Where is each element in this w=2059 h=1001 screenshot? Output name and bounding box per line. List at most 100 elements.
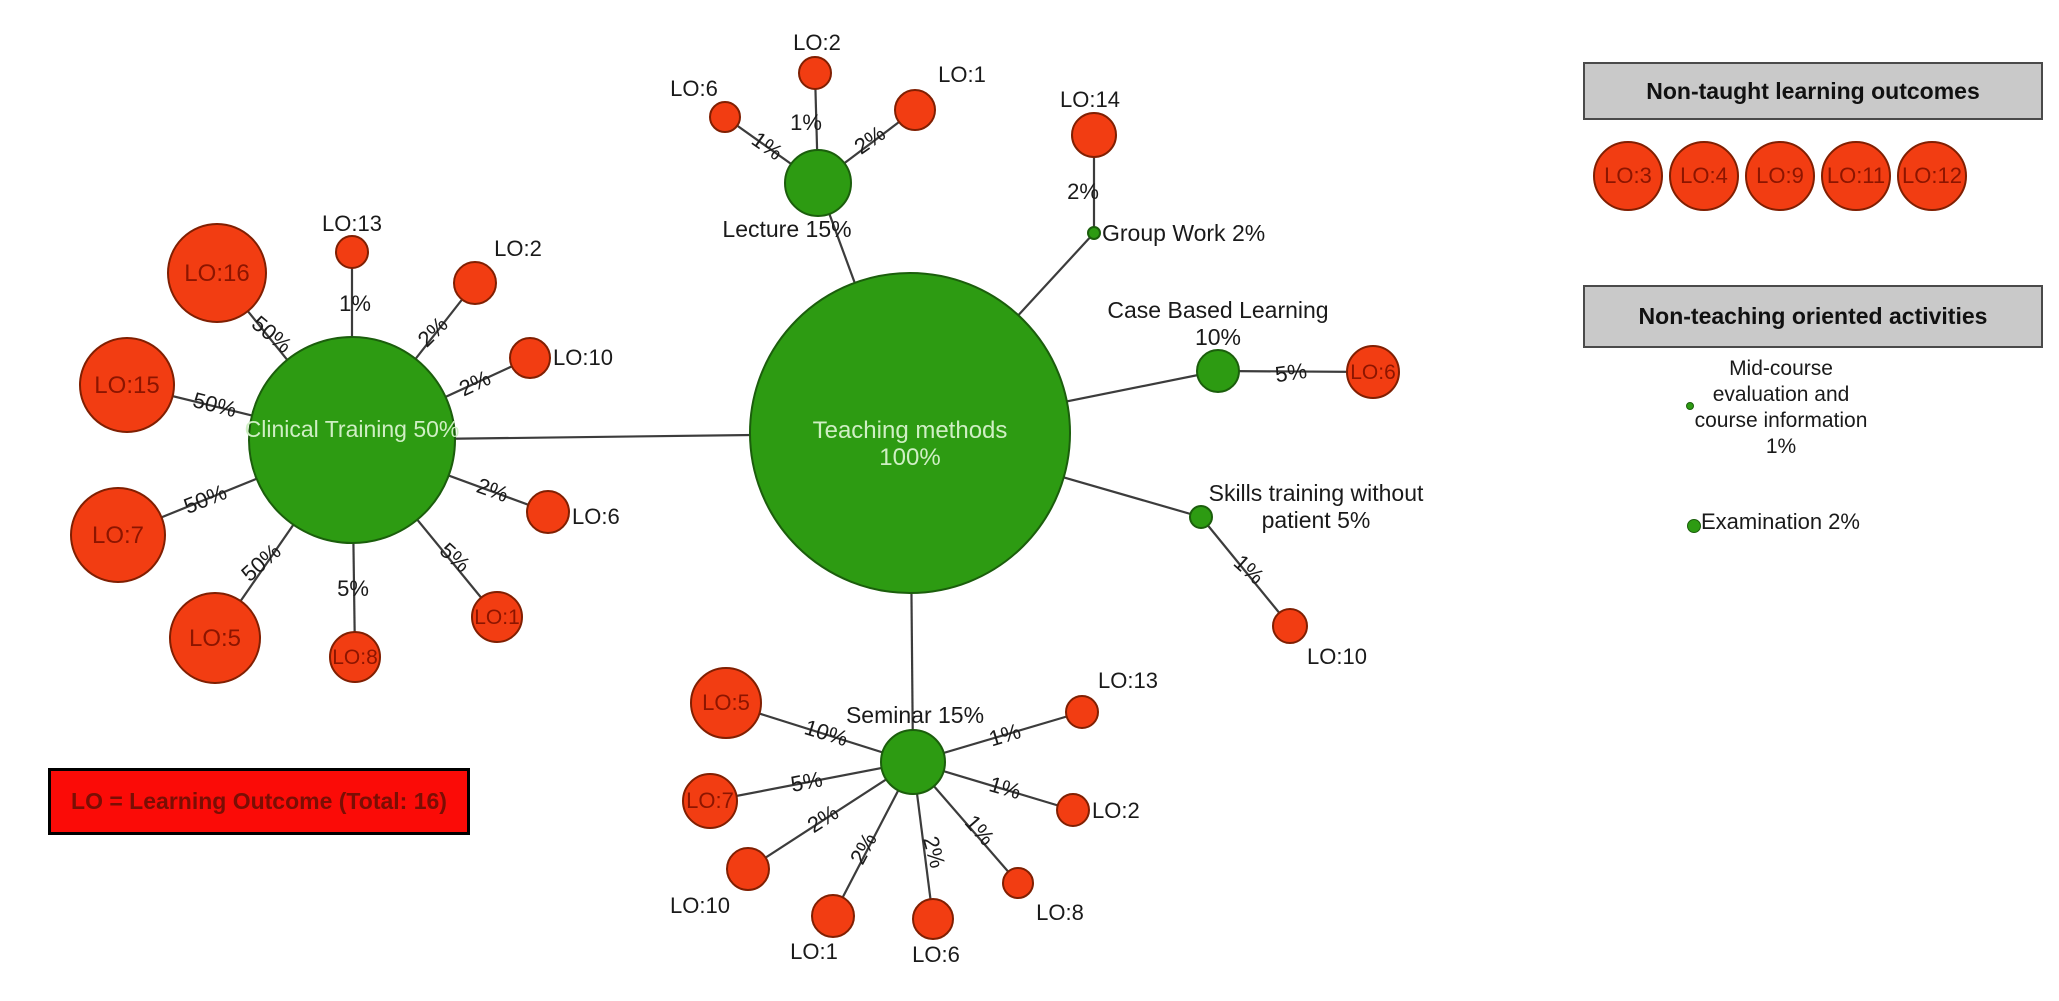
mid-course-label-line: Mid-course <box>1729 357 1833 380</box>
node-label-skills-lo10: LO:10 <box>1307 644 1367 669</box>
node-cl-lo2 <box>453 261 497 305</box>
edge-label-clinical-cl-lo10: 2% <box>455 365 494 401</box>
edge-label-cbl-cbl-lo6: 5% <box>1273 358 1308 387</box>
edge-label-seminar-sem-lo7: 5% <box>789 766 825 797</box>
node-sem-lo6 <box>912 898 954 940</box>
node-cl-lo6 <box>526 490 570 534</box>
node-cl-lo1 <box>471 591 523 643</box>
node-sem-lo8 <box>1002 867 1034 899</box>
node-lec-lo2 <box>798 56 832 90</box>
examination-label: Examination 2% <box>1701 509 1860 534</box>
key-box-text: LO = Learning Outcome (Total: 16) <box>71 788 447 814</box>
non-taught-circle-lo3: LO:3 <box>1593 141 1663 211</box>
edge-label-clinical-cl-lo1: 5% <box>435 537 475 577</box>
node-cbl-lo6 <box>1346 345 1400 399</box>
node-label-cl-lo2: LO:2 <box>494 236 542 261</box>
non-taught-legend-title: Non-taught learning outcomes <box>1583 62 2043 120</box>
node-cl-lo15 <box>79 337 175 433</box>
edge-label-groupwork-gw-lo14: 2% <box>1067 179 1099 204</box>
node-label-cl-lo5: LO:5 <box>189 625 241 652</box>
node-label-skills-line1: Skills training without <box>1209 480 1424 506</box>
node-label-sem-lo6: LO:6 <box>912 942 960 967</box>
node-cbl <box>1196 349 1240 393</box>
edge-label-clinical-cl-lo15: 50% <box>190 387 239 422</box>
key-box: LO = Learning Outcome (Total: 16) <box>48 768 470 835</box>
edge-skills-skills-lo10 <box>1200 516 1291 627</box>
node-sem-lo10 <box>726 847 770 891</box>
examination-dot-icon <box>1687 519 1701 533</box>
edge-label-skills-skills-lo10: 1% <box>1229 549 1269 589</box>
node-label-sem-lo7: LO:7 <box>686 788 734 813</box>
node-lecture <box>784 149 852 217</box>
node-label-lec-lo1: LO:1 <box>938 62 986 87</box>
node-label-sem-lo1: LO:1 <box>790 939 838 964</box>
node-skills <box>1189 505 1213 529</box>
non-taught-circle-lo9: LO:9 <box>1745 141 1815 211</box>
node-cl-lo10 <box>509 337 551 379</box>
node-sem-lo2 <box>1056 793 1090 827</box>
node-label-teaching-line2: 100% <box>879 444 940 471</box>
non-taught-circles: LO:3 LO:4 LO:9 LO:11 LO:12 <box>1593 141 1967 211</box>
non-taught-circle-lo4: LO:4 <box>1669 141 1739 211</box>
mid-course-label-line: evaluation and <box>1712 383 1850 406</box>
node-label-cl-lo16: LO:16 <box>184 260 249 287</box>
node-sem-lo1 <box>811 894 855 938</box>
node-sem-lo5 <box>690 667 762 739</box>
mid-course-dot-icon <box>1686 402 1694 410</box>
edge-label-lecture-lec-lo2: 1% <box>790 110 822 135</box>
node-label-cl-lo13: LO:13 <box>322 211 382 236</box>
edge-label-seminar-sem-lo6: 2% <box>918 833 950 870</box>
node-label-skills-line2: patient 5% <box>1262 507 1371 533</box>
node-label-cbl-line1: Case Based Learning <box>1107 297 1328 323</box>
node-clinical <box>248 336 456 544</box>
node-label-sem-lo2: LO:2 <box>1092 798 1140 823</box>
edge-label-lecture-lec-lo6: 1% <box>747 126 787 165</box>
node-cl-lo16 <box>167 223 267 323</box>
node-cl-lo13 <box>335 235 369 269</box>
non-taught-circle-lo11: LO:11 <box>1821 141 1891 211</box>
node-label-lecture: Lecture 15% <box>722 216 851 242</box>
node-label-clinical: Clinical Training 50% <box>245 416 460 442</box>
mid-course-label-line: course information <box>1694 409 1868 432</box>
node-teaching <box>749 272 1071 594</box>
non-teaching-legend-title: Non-teaching oriented activities <box>1583 285 2043 348</box>
node-gw-lo14 <box>1071 112 1117 158</box>
node-label-cl-lo10: LO:10 <box>553 345 613 370</box>
edge-label-clinical-cl-lo13: 1% <box>339 291 371 316</box>
node-sem-lo13 <box>1065 695 1099 729</box>
node-cl-lo8 <box>329 631 381 683</box>
node-cl-lo5 <box>169 592 261 684</box>
node-sem-lo7 <box>682 773 738 829</box>
non-taught-circle-lo12: LO:12 <box>1897 141 1967 211</box>
edge-label-clinical-cl-lo7: 50% <box>180 479 230 519</box>
node-label-cbl-line2: 10% <box>1195 324 1241 350</box>
edge-label-seminar-sem-lo10: 2% <box>803 800 843 838</box>
edge-label-seminar-sem-lo8: 1% <box>960 810 1000 850</box>
edge-label-seminar-sem-lo5: 10% <box>801 714 850 751</box>
node-label-cl-lo8: LO:8 <box>332 646 378 669</box>
mid-course-label-line: 1% <box>1765 435 1797 458</box>
node-label-sem-lo10: LO:10 <box>670 893 730 918</box>
node-label-cbl-lo6: LO:6 <box>1350 361 1396 384</box>
node-label-sem-lo8: LO:8 <box>1036 900 1084 925</box>
edge-label-clinical-cl-lo6: 2% <box>473 473 511 507</box>
node-label-sem-lo5: LO:5 <box>702 690 750 715</box>
node-label-cl-lo7: LO:7 <box>92 522 144 549</box>
edge-label-clinical-cl-lo8: 5% <box>337 576 369 601</box>
node-label-sem-lo13: LO:13 <box>1098 668 1158 693</box>
node-cl-lo7 <box>70 487 166 583</box>
node-skills-lo10 <box>1272 608 1308 644</box>
edge-label-seminar-sem-lo2: 1% <box>986 771 1023 804</box>
node-seminar <box>880 729 946 795</box>
node-groupwork <box>1087 226 1101 240</box>
node-label-teaching-line1: Teaching methods <box>813 417 1008 444</box>
node-label-lec-lo6: LO:6 <box>670 76 718 101</box>
node-label-cl-lo6: LO:6 <box>572 504 620 529</box>
node-label-seminar: Seminar 15% <box>846 702 984 728</box>
node-label-lec-lo2: LO:2 <box>793 30 841 55</box>
node-label-gw-lo14: LO:14 <box>1060 87 1120 112</box>
node-label-cl-lo15: LO:15 <box>94 372 159 399</box>
edge-label-seminar-sem-lo13: 1% <box>986 718 1024 751</box>
